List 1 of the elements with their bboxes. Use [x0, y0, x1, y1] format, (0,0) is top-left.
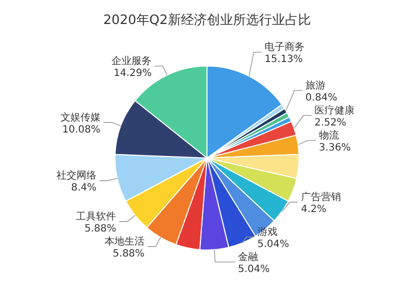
title: 2020年Q2新经济创业所选行业占比: [103, 13, 311, 28]
